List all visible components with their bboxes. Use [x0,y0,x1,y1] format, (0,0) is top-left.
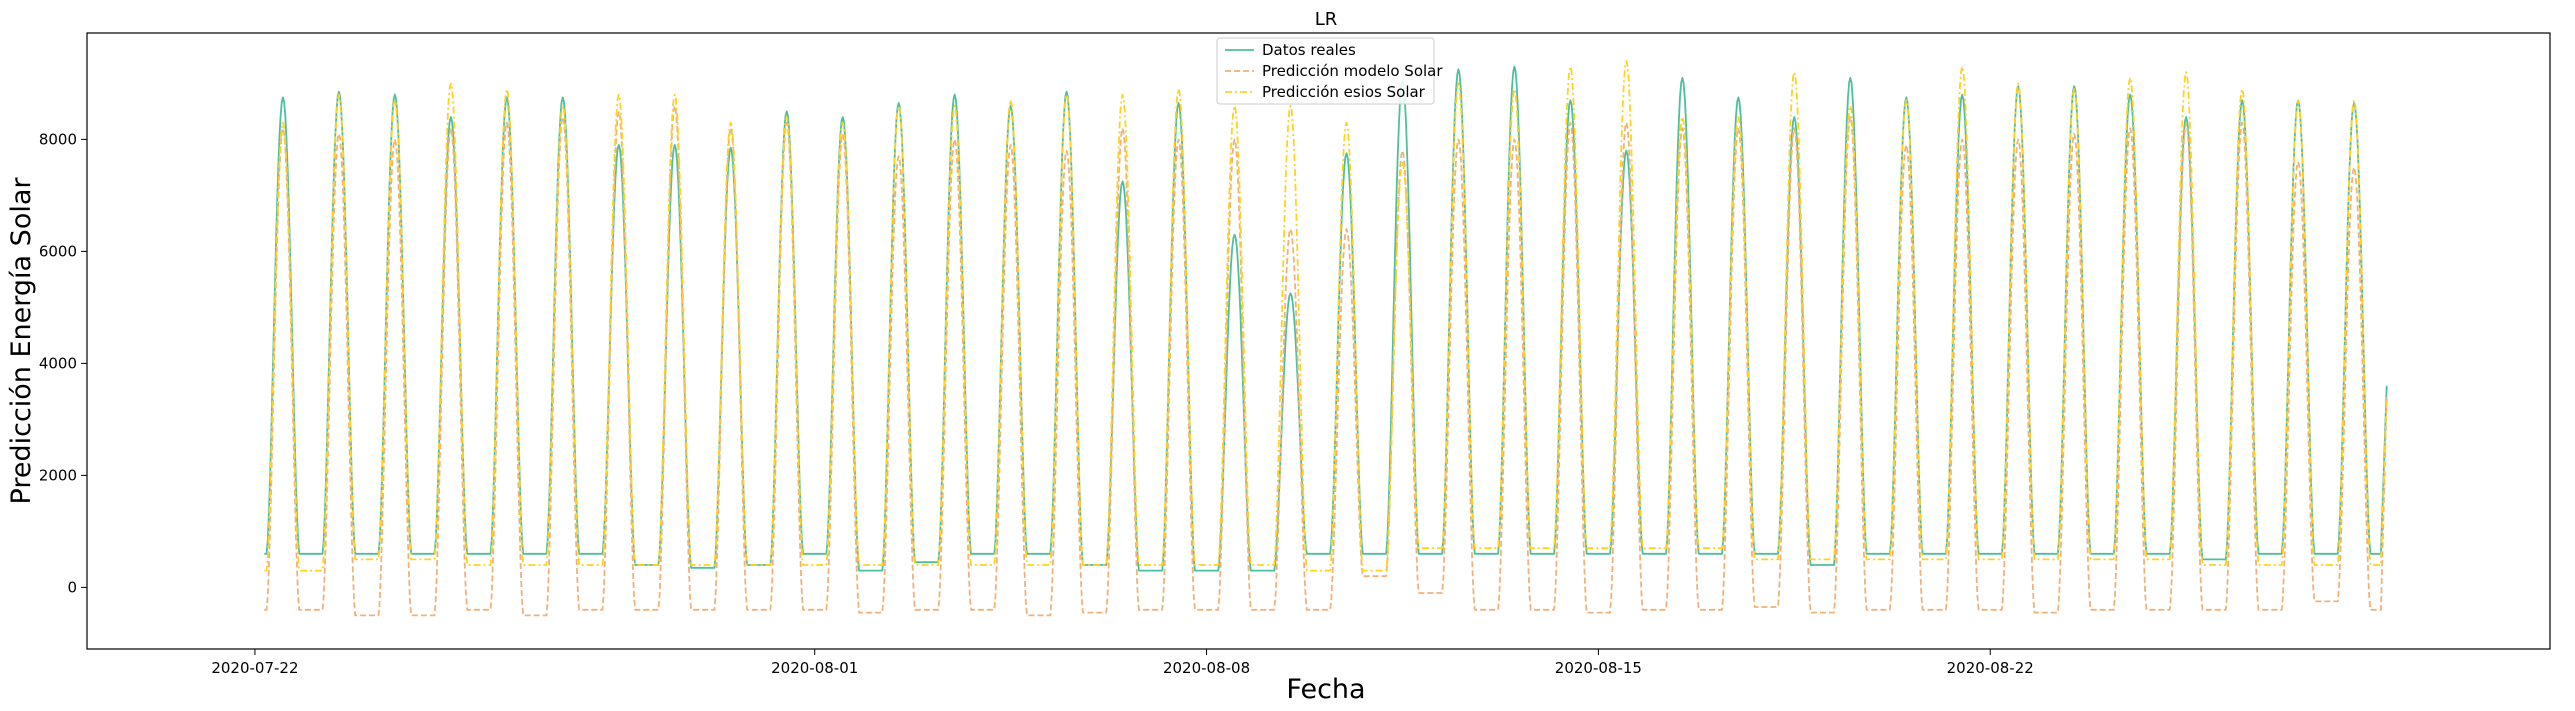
x-axis-title: Fecha [1286,674,1365,705]
y-tick-label: 8000 [39,130,77,148]
series-line-prediccion-esios-solar [264,60,2388,572]
y-tick-label: 2000 [39,466,77,484]
x-tick-label: 2020-08-08 [1163,659,1250,677]
legend-label-prediccion-modelo: Predicción modelo Solar [1262,62,1443,80]
y-tick-label: 0 [67,578,77,596]
legend: Datos reales Predicción modelo Solar Pre… [1216,37,1443,105]
y-axis: 0 2000 4000 6000 8000 [39,130,87,596]
y-tick-label: 6000 [39,242,77,260]
series-line-prediccion-modelo-solar [264,104,2388,617]
plot-frame [86,32,2551,650]
legend-label-datos-reales: Datos reales [1262,41,1356,59]
x-tick-label: 2020-07-22 [211,659,298,677]
legend-box [1216,37,1435,105]
legend-label-prediccion-esios: Predicción esios Solar [1262,83,1426,101]
plot-area [264,60,2388,617]
chart-title: LR [1315,9,1338,30]
series-line-datos-reales [264,65,2388,572]
x-tick-label: 2020-08-15 [1555,659,1642,677]
y-axis-title: Predicción Energía Solar [6,177,37,505]
x-axis: 2020-07-22 2020-08-01 2020-08-08 2020-08-15… [211,649,2034,677]
y-tick-label: 4000 [39,354,77,372]
x-tick-label: 2020-08-22 [1947,659,2034,677]
x-tick-label: 2020-08-01 [771,659,858,677]
